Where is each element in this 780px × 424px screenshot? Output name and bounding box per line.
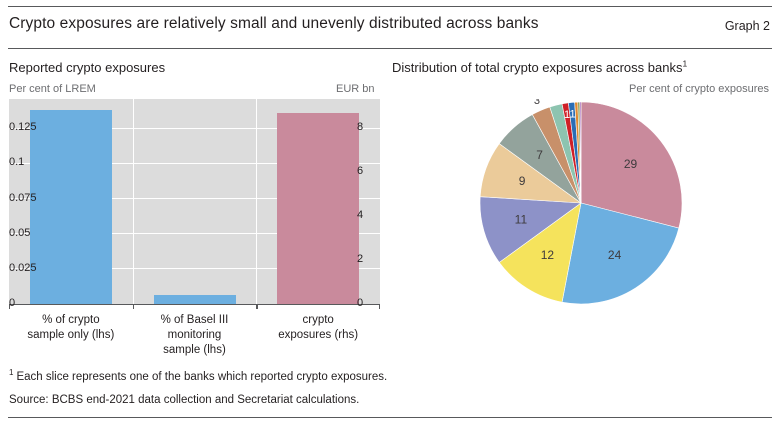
pie-slice-label: 9 <box>519 174 526 188</box>
pie-slice <box>579 101 582 204</box>
category-label-line: crypto <box>302 314 334 326</box>
pie-slices <box>479 101 683 305</box>
x-axis-tickmark <box>256 304 258 309</box>
right-panel-title-footnote-marker: 1 <box>682 58 688 69</box>
footnote-1-text: Each slice represents one of the banks w… <box>16 371 388 383</box>
x-axis-tickmark <box>9 304 11 309</box>
pie-slice-label: 24 <box>608 248 622 262</box>
footnote-1: 1 Each slice represents one of the banks … <box>9 368 388 383</box>
pie-slice-labels: 29 24 12 11 97 3 2 11 <box>515 99 638 262</box>
bar <box>153 294 236 304</box>
category-label-line: % of crypto <box>42 314 100 326</box>
pie-slice-label: 7 <box>536 148 543 162</box>
gridline <box>9 127 380 129</box>
gridline <box>9 162 380 164</box>
category-label: crypto exposures (rhs) <box>256 313 380 343</box>
pie-slice-label: 3 <box>534 99 540 107</box>
pie-chart-svg: 29 24 12 11 97 3 2 11 <box>479 99 683 305</box>
category-label: % of crypto sample only (lhs) <box>9 313 133 343</box>
left-panel-title: Reported crypto exposures <box>9 60 166 75</box>
pie-slice-label: 12 <box>541 248 555 262</box>
bar-chart-axis-line <box>9 304 380 306</box>
left-axis-tick-label: 0.075 <box>9 191 37 204</box>
right-axis-tick-label: 6 <box>357 165 364 178</box>
pie-slice-label: 11 <box>515 213 528 227</box>
left-axis-tick-label: 0.125 <box>9 121 37 134</box>
pie-slice-label: 1 <box>564 109 570 121</box>
gridline <box>9 198 380 200</box>
header-rule-bottom <box>8 48 772 49</box>
pie-slice <box>580 101 683 229</box>
left-axis-tick-label: 0.05 <box>9 226 31 239</box>
right-axis-tick-label: 2 <box>357 253 364 266</box>
right-panel-title: Distribution of total crypto exposures a… <box>392 58 688 75</box>
left-axis-tick-label: 0.1 <box>9 156 25 169</box>
right-axis-unit: EUR bn <box>336 83 375 95</box>
category-label-line: sample (lhs) <box>163 344 226 356</box>
bar <box>29 109 112 304</box>
footer-rule <box>8 417 772 418</box>
category-separator <box>132 99 134 304</box>
page-title: Crypto exposures are relatively small an… <box>9 15 539 32</box>
pie-chart-panel: 29 24 12 11 97 3 2 11 <box>392 99 771 314</box>
right-axis-tick-label: 4 <box>357 209 364 222</box>
pie-chart-unit: Per cent of crypto exposures <box>628 83 769 95</box>
right-axis-tick-label: 0 <box>357 297 364 309</box>
category-label-line: monitoring <box>167 329 222 341</box>
left-axis-unit: Per cent of LREM <box>9 83 96 95</box>
right-axis-tick-label: 8 <box>357 121 364 134</box>
bar-chart-plot-area <box>9 99 380 304</box>
left-axis-tick-label: 0.025 <box>9 261 37 274</box>
x-axis-tickmark <box>132 304 134 309</box>
pie-slice-label: 29 <box>624 157 638 171</box>
header-rule-top <box>8 6 772 7</box>
x-axis-tickmark <box>379 304 381 309</box>
left-axis-tick-label: 0 <box>9 297 16 309</box>
source-note: Source: BCBS end-2021 data collection an… <box>9 394 360 406</box>
bar <box>277 112 360 304</box>
pie-slice <box>479 196 582 263</box>
gridline <box>9 233 380 235</box>
graph-number: Graph 2 <box>724 19 770 33</box>
footnote-1-marker: 1 <box>9 368 14 378</box>
category-label-line: sample only (lhs) <box>27 329 115 341</box>
pie-slice-label: 1 <box>570 108 576 120</box>
pie-slice <box>561 202 680 305</box>
pie-slice-label: 2 <box>550 99 556 101</box>
category-label-line: % of Basel III <box>160 314 229 326</box>
right-panel-title-text: Distribution of total crypto exposures a… <box>392 60 683 75</box>
pie-slice <box>498 202 582 303</box>
gridline <box>9 268 380 270</box>
category-separator <box>256 99 258 304</box>
category-label: % of Basel III monitoring sample (lhs) <box>133 313 257 358</box>
category-label-line: exposures (rhs) <box>278 329 359 341</box>
